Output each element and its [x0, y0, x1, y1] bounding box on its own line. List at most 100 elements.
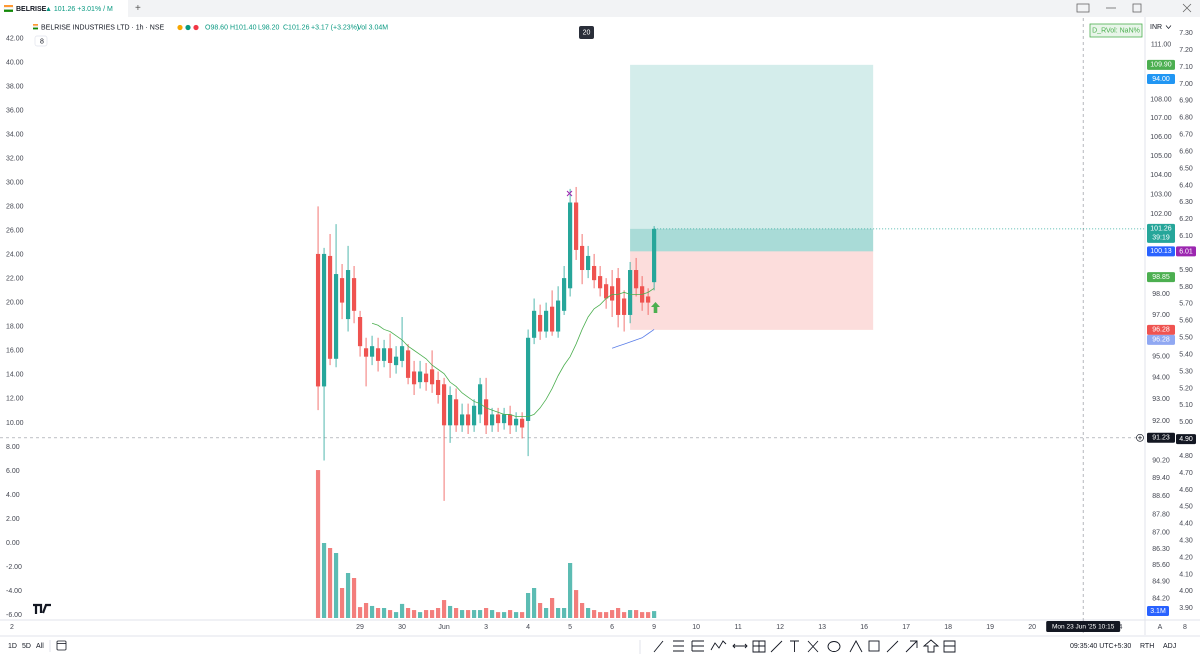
line-tool[interactable]: [886, 640, 899, 653]
tab-quote: ▲ 101.26 +3.01% / M: [45, 6, 113, 13]
y3-tick-label: 4.80: [1179, 453, 1193, 460]
volume-bar: [315, 470, 321, 618]
close-icon[interactable]: [1182, 3, 1192, 13]
left-tick-label: -6.00: [6, 612, 22, 619]
bottom-bar: [0, 636, 1200, 657]
left-tick-label: 14.00: [6, 372, 24, 379]
y-tick-label: 97.00: [1152, 312, 1170, 319]
note-tool[interactable]: [943, 640, 956, 653]
grid-tool[interactable]: [752, 640, 766, 653]
candle-body: [465, 414, 471, 426]
y-tick-label: 94.00: [1152, 375, 1170, 382]
volume-bar: [574, 590, 579, 618]
flag-icon: [3, 7, 14, 10]
pitchfork-tool[interactable]: [691, 640, 704, 652]
price-layer: [315, 186, 657, 501]
volume-bar: [357, 607, 363, 618]
crosshair-y3-tag: 4.90: [1179, 436, 1193, 443]
currency-caret[interactable]: [1165, 25, 1172, 30]
volume-bar: [531, 588, 537, 618]
trend-line-tool[interactable]: [653, 640, 664, 653]
volume-bar: [435, 608, 441, 618]
new-tab[interactable]: +: [135, 3, 141, 14]
left-tick-label: -4.00: [6, 588, 22, 595]
volume-bar: [561, 608, 567, 618]
volume-bar: [592, 610, 597, 618]
volume-bar: [495, 612, 501, 618]
flag-icon: [4, 9, 13, 12]
clock: 09:35:40 UTC+5:30: [1070, 643, 1131, 650]
volume-bar: [333, 553, 339, 618]
target-zone: [630, 64, 874, 252]
indicator-label: D_RVol: NaN%: [1092, 28, 1140, 35]
layout-icon[interactable]: [1076, 3, 1090, 13]
range-tool[interactable]: [732, 643, 748, 649]
left-tick-label: 22.00: [6, 276, 24, 283]
candle-body: [543, 310, 549, 332]
rectangle-tool[interactable]: [868, 640, 880, 652]
candle-body: [351, 278, 357, 311]
left-tick-label: 16.00: [6, 348, 24, 355]
indicator-count[interactable]: 8: [40, 38, 44, 45]
logo: [33, 603, 51, 614]
volume-bar: [411, 610, 417, 618]
candle-body: [489, 414, 495, 426]
y-tick-label: 108.00: [1150, 97, 1172, 104]
x-tick-label: 20: [1028, 624, 1036, 631]
volume-layer: [315, 470, 657, 618]
left-tick-label: 28.00: [6, 203, 24, 210]
volume-bar: [646, 612, 651, 618]
indicator-toggle[interactable]: [34, 35, 48, 47]
candle-body: [622, 298, 627, 315]
volume-bar: [598, 612, 603, 618]
volume-legend: Vol 3.04M: [357, 24, 388, 31]
candle-body: [610, 286, 615, 301]
candle-body: [525, 337, 531, 421]
moving-average: [611, 329, 655, 349]
range-button[interactable]: 1D: [8, 643, 17, 650]
triangle-tool[interactable]: [849, 640, 863, 653]
text-tool[interactable]: [790, 640, 799, 652]
volume-bar: [616, 608, 621, 618]
candle-body: [586, 255, 591, 271]
x-tick-label: 29: [356, 624, 364, 631]
candle-body: [417, 371, 423, 383]
ohlc-high: H101.40: [230, 24, 257, 31]
axis-button[interactable]: 8: [1183, 624, 1187, 631]
x-tick-label: 18: [944, 624, 952, 631]
pattern-tool[interactable]: [710, 640, 727, 651]
candle-body: [501, 414, 507, 424]
price-tag: 96.28: [1152, 337, 1170, 344]
arrow-tool[interactable]: [905, 640, 918, 653]
y-tick-label: 98.00: [1152, 291, 1170, 298]
tab[interactable]: [0, 0, 128, 17]
currency[interactable]: INR: [1150, 24, 1162, 31]
y-tick-label: 103.00: [1150, 192, 1172, 199]
adjust-button[interactable]: ADJ: [1163, 643, 1176, 650]
symbol-title: BELRISE INDUSTRIES LTD · 1h · NSE: [41, 24, 165, 31]
fib-tool[interactable]: [673, 640, 684, 652]
session-button[interactable]: RTH: [1140, 643, 1154, 650]
ray-tool[interactable]: [770, 640, 783, 653]
axis-button[interactable]: A: [1158, 624, 1163, 631]
range-button[interactable]: 5D: [22, 643, 31, 650]
background-layer: [0, 18, 1145, 635]
volume-bar: [586, 608, 591, 618]
volume-bar: [652, 611, 657, 618]
volume-bar: [628, 610, 633, 618]
calendar-icon[interactable]: [56, 640, 67, 651]
ellipse-tool[interactable]: [827, 641, 841, 652]
volume-bar: [501, 612, 507, 618]
cross-tool[interactable]: [807, 640, 819, 653]
volume-bar: [405, 608, 411, 618]
candle-body: [561, 278, 567, 311]
crosshair-time-box: [1046, 621, 1121, 632]
range-button[interactable]: All: [36, 643, 44, 650]
arrow-up-tool[interactable]: [922, 639, 940, 653]
left-tick-label: 12.00: [6, 396, 24, 403]
volume-bar: [375, 608, 381, 618]
volume-bar: [471, 610, 477, 618]
x-tick-label: 12: [776, 624, 784, 631]
candle-body: [345, 270, 351, 320]
maximize-icon[interactable]: [1132, 3, 1142, 13]
